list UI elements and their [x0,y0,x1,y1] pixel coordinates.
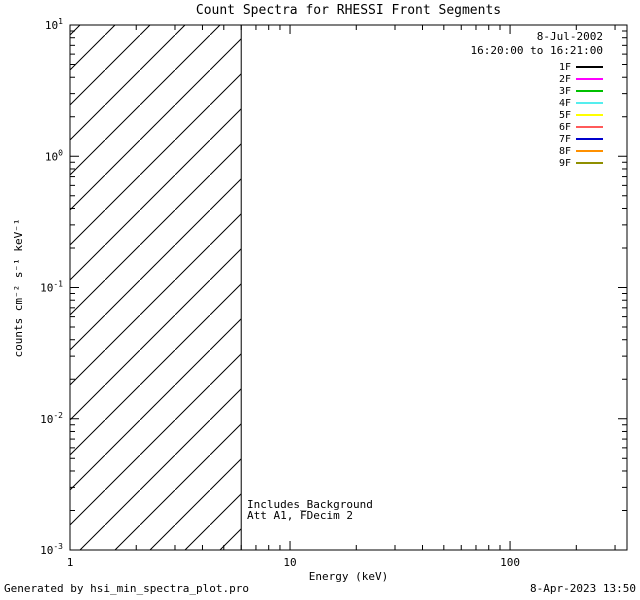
legend-entry: 6F [471,121,603,133]
plot-annotations: Includes_Background Att A1, FDecim 2 [247,499,373,521]
y-tick-label: 10-3 [40,542,63,557]
legend-entry: 3F [471,85,603,97]
legend-entry: 8F [471,145,603,157]
legend-entry-label: 8F [558,145,571,157]
legend-date: 8-Jul-2002 [536,30,603,43]
legend-color-swatch [576,66,603,68]
y-tick-label: 10-1 [40,280,63,295]
legend-color-swatch [576,150,603,152]
x-tick-label: 1 [67,556,74,569]
x-tick-label: 100 [500,556,520,569]
y-tick-label: 101 [45,17,63,32]
footer-generated-by: Generated by hsi_min_spectra_plot.pro [4,582,250,595]
legend-entry: 1F [471,61,603,73]
y-tick-label: 10-2 [40,411,63,426]
legend-color-swatch [576,126,603,128]
x-tick-label: 10 [283,556,296,569]
legend-entry-label: 7F [558,133,571,145]
x-axis-label: Energy (keV) [308,570,389,583]
legend-color-swatch [576,162,603,164]
legend-entry: 2F [471,73,603,85]
legend: 8-Jul-2002 16:20:00 to 16:21:00 1F 2F 3F 4F… [471,30,603,169]
legend-entry-label: 6F [558,121,571,133]
legend-time-range: 16:20:00 to 16:21:00 [470,44,603,57]
y-tick-label: 100 [45,148,63,163]
legend-color-swatch [576,78,603,80]
legend-entry-label: 2F [558,73,571,85]
legend-entry: 4F [471,97,603,109]
legend-entry-label: 1F [558,61,571,73]
chart-title: Count Spectra for RHESSI Front Segments [195,3,502,18]
legend-entry-label: 5F [558,109,571,121]
legend-color-swatch [576,114,603,116]
footer-timestamp: 8-Apr-2023 13:50 [530,582,636,595]
legend-entry-label: 9F [558,157,571,169]
legend-color-swatch [576,102,603,104]
axis-ticks [69,24,627,551]
y-axis-label: counts cm⁻² s⁻¹ keV⁻¹ [12,218,25,358]
legend-entry: 7F [471,133,603,145]
legend-entry-label: 3F [558,85,571,97]
legend-entry-label: 4F [558,97,571,109]
annotation-includes-background: Includes_Background [247,498,373,511]
hatched-background-region [70,25,242,550]
annotation-attenuator-state: Att A1, FDecim 2 [247,509,353,522]
legend-entry: 9F [471,157,603,169]
legend-color-swatch [576,90,603,92]
legend-entries: 1F 2F 3F 4F 5F 6F 7F 8F 9F [471,61,603,169]
legend-color-swatch [576,138,603,140]
legend-entry: 5F [471,109,603,121]
